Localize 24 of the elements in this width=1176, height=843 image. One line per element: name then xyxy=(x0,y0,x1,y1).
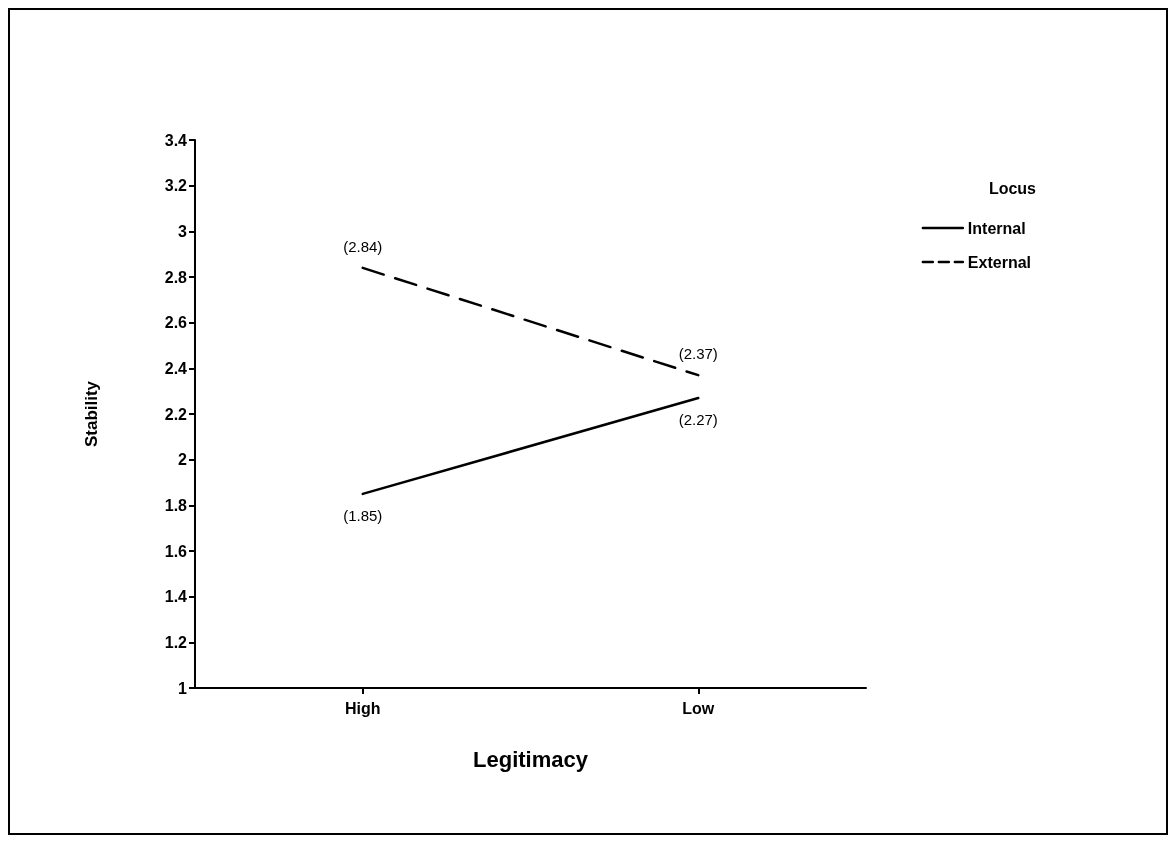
y-tick-label: 2.8 xyxy=(164,268,188,286)
y-tick-label: 2 xyxy=(178,451,188,469)
data-label: (1.85) xyxy=(343,506,383,524)
x-axis-title: Legitimacy xyxy=(473,746,589,772)
y-tick-label: 1.4 xyxy=(164,588,188,606)
legend-label: External xyxy=(967,253,1031,271)
y-tick-label: 1.2 xyxy=(164,633,188,651)
data-label: (2.27) xyxy=(678,411,718,429)
x-tick-label: Low xyxy=(682,699,715,717)
y-tick-label: 3 xyxy=(178,222,188,240)
y-tick-label: 2.6 xyxy=(164,314,188,332)
y-tick-label: 1 xyxy=(178,679,188,697)
y-tick-label: 1.6 xyxy=(164,542,188,560)
legend-label: Internal xyxy=(967,219,1026,237)
legend-title: Locus xyxy=(988,179,1037,197)
x-tick-label: High xyxy=(344,699,381,717)
data-label: (2.84) xyxy=(343,237,383,255)
y-tick-label: 3.2 xyxy=(164,177,188,195)
y-tick-label: 2.2 xyxy=(164,405,188,423)
y-tick-label: 1.8 xyxy=(164,496,188,514)
y-tick-label: 3.4 xyxy=(164,131,188,149)
y-axis-title: Stability xyxy=(82,380,101,448)
y-tick-label: 2.4 xyxy=(164,359,188,377)
data-label: (2.37) xyxy=(678,345,718,363)
